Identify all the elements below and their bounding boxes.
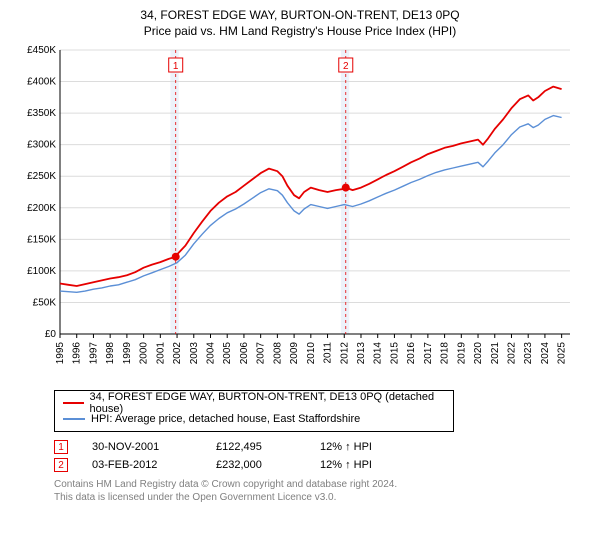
svg-text:£200K: £200K: [27, 203, 56, 214]
svg-text:2025: 2025: [557, 342, 568, 365]
svg-text:2010: 2010: [306, 342, 317, 365]
svg-text:2012: 2012: [339, 342, 350, 365]
svg-text:2018: 2018: [440, 342, 451, 365]
svg-text:2007: 2007: [256, 342, 267, 365]
svg-text:1999: 1999: [122, 342, 133, 365]
sale-date: 30-NOV-2001: [92, 441, 192, 453]
svg-text:£50K: £50K: [33, 297, 57, 308]
svg-text:2013: 2013: [356, 342, 367, 365]
svg-text:£450K: £450K: [27, 45, 56, 56]
sale-price: £122,495: [216, 441, 296, 453]
title-address: 34, FOREST EDGE WAY, BURTON-ON-TRENT, DE…: [10, 8, 590, 22]
footnote-line2: This data is licensed under the Open Gov…: [54, 491, 580, 504]
svg-text:2016: 2016: [406, 342, 417, 365]
svg-text:1997: 1997: [88, 342, 99, 365]
legend-swatch: [63, 402, 84, 404]
legend-row: 34, FOREST EDGE WAY, BURTON-ON-TRENT, DE…: [63, 395, 445, 411]
svg-text:2000: 2000: [139, 342, 150, 365]
line-chart: £0 £50K £100K £150K £200K £250K £300K £350K £400…: [16, 44, 576, 384]
svg-text:2: 2: [343, 61, 349, 72]
svg-text:2009: 2009: [289, 342, 300, 365]
sale-row: 2 03-FEB-2012 £232,000 12% ↑ HPI: [54, 456, 580, 474]
svg-text:2024: 2024: [540, 342, 551, 365]
svg-text:1: 1: [173, 61, 179, 72]
sale-price: £232,000: [216, 459, 296, 471]
svg-text:2004: 2004: [205, 342, 216, 365]
svg-text:1996: 1996: [72, 342, 83, 365]
svg-text:£350K: £350K: [27, 108, 56, 119]
footnote-line1: Contains HM Land Registry data © Crown c…: [54, 478, 580, 491]
sale-row: 1 30-NOV-2001 £122,495 12% ↑ HPI: [54, 438, 580, 456]
legend-swatch: [63, 418, 85, 420]
svg-text:£0: £0: [45, 329, 57, 340]
footnote: Contains HM Land Registry data © Crown c…: [54, 478, 580, 504]
title-subtitle: Price paid vs. HM Land Registry's House …: [10, 24, 590, 38]
sale-badge: 2: [54, 458, 68, 472]
svg-text:2023: 2023: [523, 342, 534, 365]
svg-text:2014: 2014: [373, 342, 384, 365]
svg-text:2019: 2019: [456, 342, 467, 365]
svg-text:2022: 2022: [506, 342, 517, 365]
legend-label: HPI: Average price, detached house, East…: [91, 413, 360, 425]
svg-text:£150K: £150K: [27, 234, 56, 245]
svg-text:2017: 2017: [423, 342, 434, 365]
svg-text:2006: 2006: [239, 342, 250, 365]
sale-date: 03-FEB-2012: [92, 459, 192, 471]
title-block: 34, FOREST EDGE WAY, BURTON-ON-TRENT, DE…: [10, 8, 590, 38]
svg-text:£250K: £250K: [27, 171, 56, 182]
svg-text:2005: 2005: [222, 342, 233, 365]
svg-text:2001: 2001: [155, 342, 166, 365]
svg-text:2020: 2020: [473, 342, 484, 365]
svg-text:1995: 1995: [55, 342, 66, 365]
legend-label: 34, FOREST EDGE WAY, BURTON-ON-TRENT, DE…: [90, 391, 445, 415]
svg-text:£400K: £400K: [27, 77, 56, 88]
chart-container: 34, FOREST EDGE WAY, BURTON-ON-TRENT, DE…: [0, 0, 600, 560]
svg-text:1998: 1998: [105, 342, 116, 365]
sale-badge: 1: [54, 440, 68, 454]
svg-text:£300K: £300K: [27, 140, 56, 151]
plot-area: £0 £50K £100K £150K £200K £250K £300K £350K £400…: [16, 44, 576, 384]
legend: 34, FOREST EDGE WAY, BURTON-ON-TRENT, DE…: [54, 390, 454, 432]
svg-text:2021: 2021: [490, 342, 501, 365]
sale-delta: 12% ↑ HPI: [320, 441, 372, 453]
svg-text:2011: 2011: [323, 342, 334, 364]
svg-text:£100K: £100K: [27, 266, 56, 277]
svg-text:2002: 2002: [172, 342, 183, 365]
sales-table: 1 30-NOV-2001 £122,495 12% ↑ HPI 2 03-FEB-201…: [54, 438, 580, 474]
svg-text:2008: 2008: [272, 342, 283, 365]
svg-text:2003: 2003: [189, 342, 200, 365]
sale-delta: 12% ↑ HPI: [320, 459, 372, 471]
svg-text:2015: 2015: [389, 342, 400, 365]
